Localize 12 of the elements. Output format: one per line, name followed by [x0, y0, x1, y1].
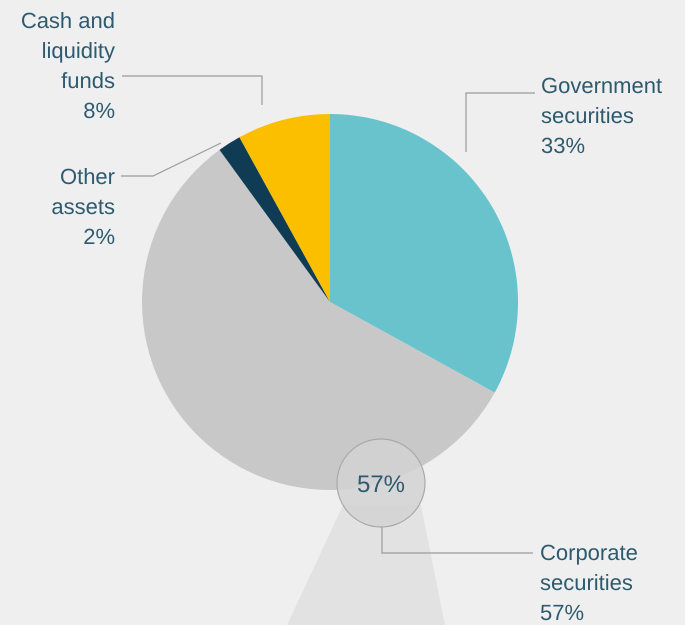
text: 57% — [356, 471, 406, 498]
data-label: 33% — [541, 133, 586, 158]
slice-label: Government securities — [541, 73, 662, 128]
pie-slice — [219, 137, 330, 302]
slice-label: Corporate securities — [540, 540, 638, 595]
data-label: 57% — [540, 600, 584, 625]
pie-slice — [239, 114, 330, 302]
pie-slice — [330, 114, 518, 393]
data-label: 8% — [83, 98, 115, 123]
slice-label: Cash and liquidity funds — [20, 8, 115, 93]
slice-label: Other assets — [51, 164, 115, 219]
data-label: 2% — [83, 224, 115, 249]
